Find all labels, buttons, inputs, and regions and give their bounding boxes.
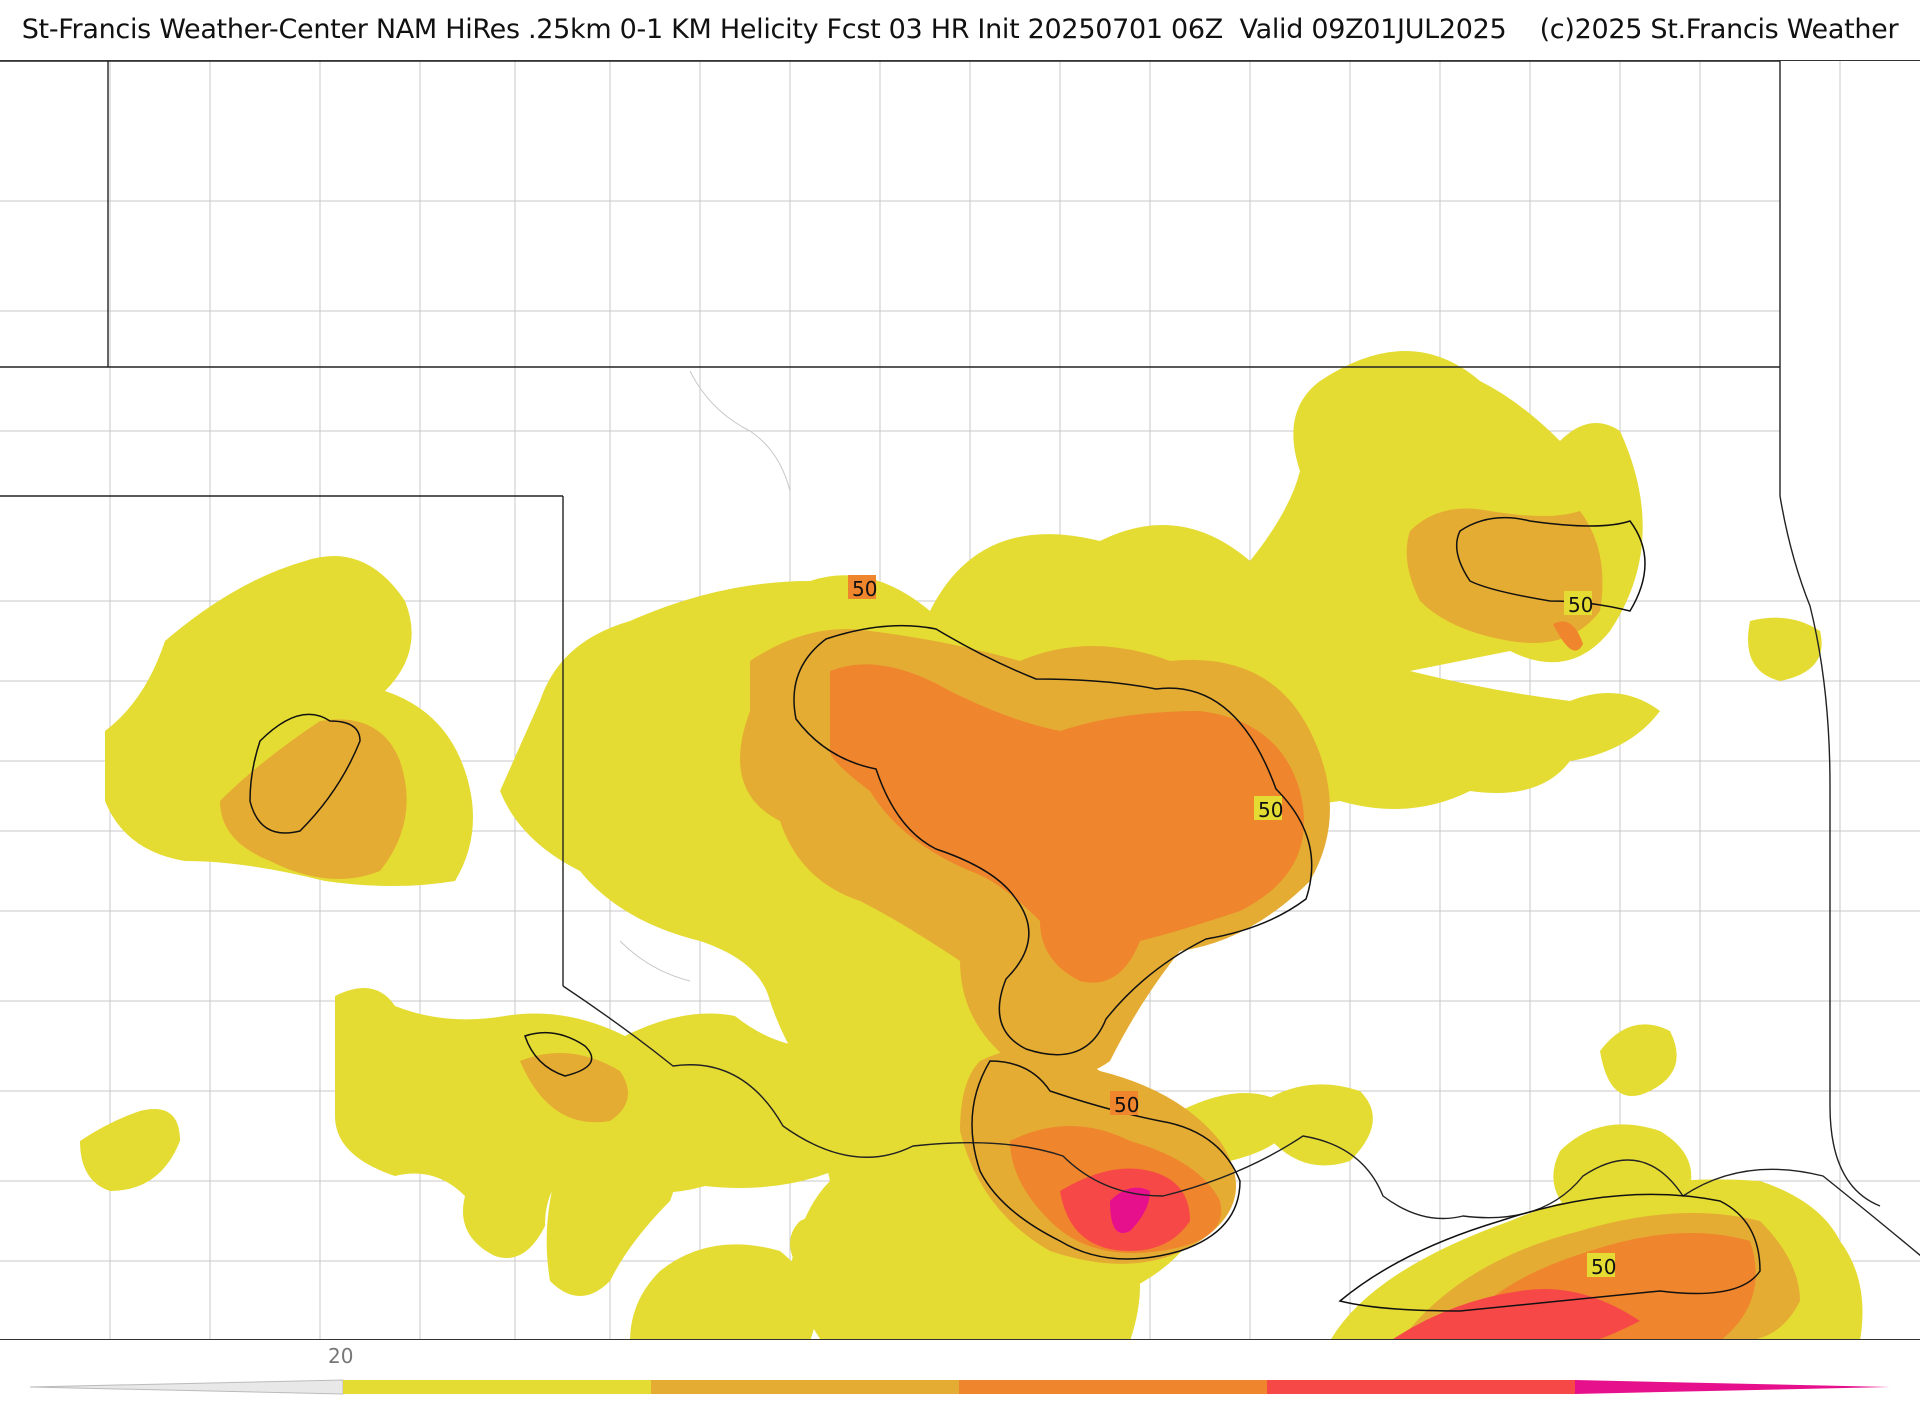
state-boundaries [0,61,1920,1257]
colorbar-segment-2 [651,1380,959,1394]
colorbar-segment-4 [1267,1380,1575,1394]
map-panel[interactable]: 50 50 50 50 50 [0,60,1920,1340]
contour-label-50-south-central: 50 [1114,1093,1139,1117]
contour-labels: 50 50 50 50 50 [848,575,1616,1279]
contours-50 [249,516,1761,1312]
shading-band-5 [1110,1187,1150,1233]
map-title: St-Francis Weather-Center NAM HiRes .25k… [21,14,1899,45]
colorbar-segment-3 [959,1380,1267,1394]
contour-label-50-northeast: 50 [1568,593,1593,617]
helicity-map: 50 50 50 50 50 [0,61,1920,1339]
colorbar: 20 [0,1340,1920,1400]
colorbar-high-triangle [1575,1380,1890,1394]
contour-label-50-north-central: 50 [852,577,877,601]
colorbar-segment-1 [343,1380,651,1394]
colorbar-tick-20: 20 [328,1344,354,1368]
contour-label-50-southeast: 50 [1591,1255,1616,1279]
helicity-shading [80,351,1863,1339]
colorbar-svg [29,1379,1890,1395]
contour-label-50-central-east: 50 [1258,798,1283,822]
colorbar-low-triangle [29,1379,344,1395]
